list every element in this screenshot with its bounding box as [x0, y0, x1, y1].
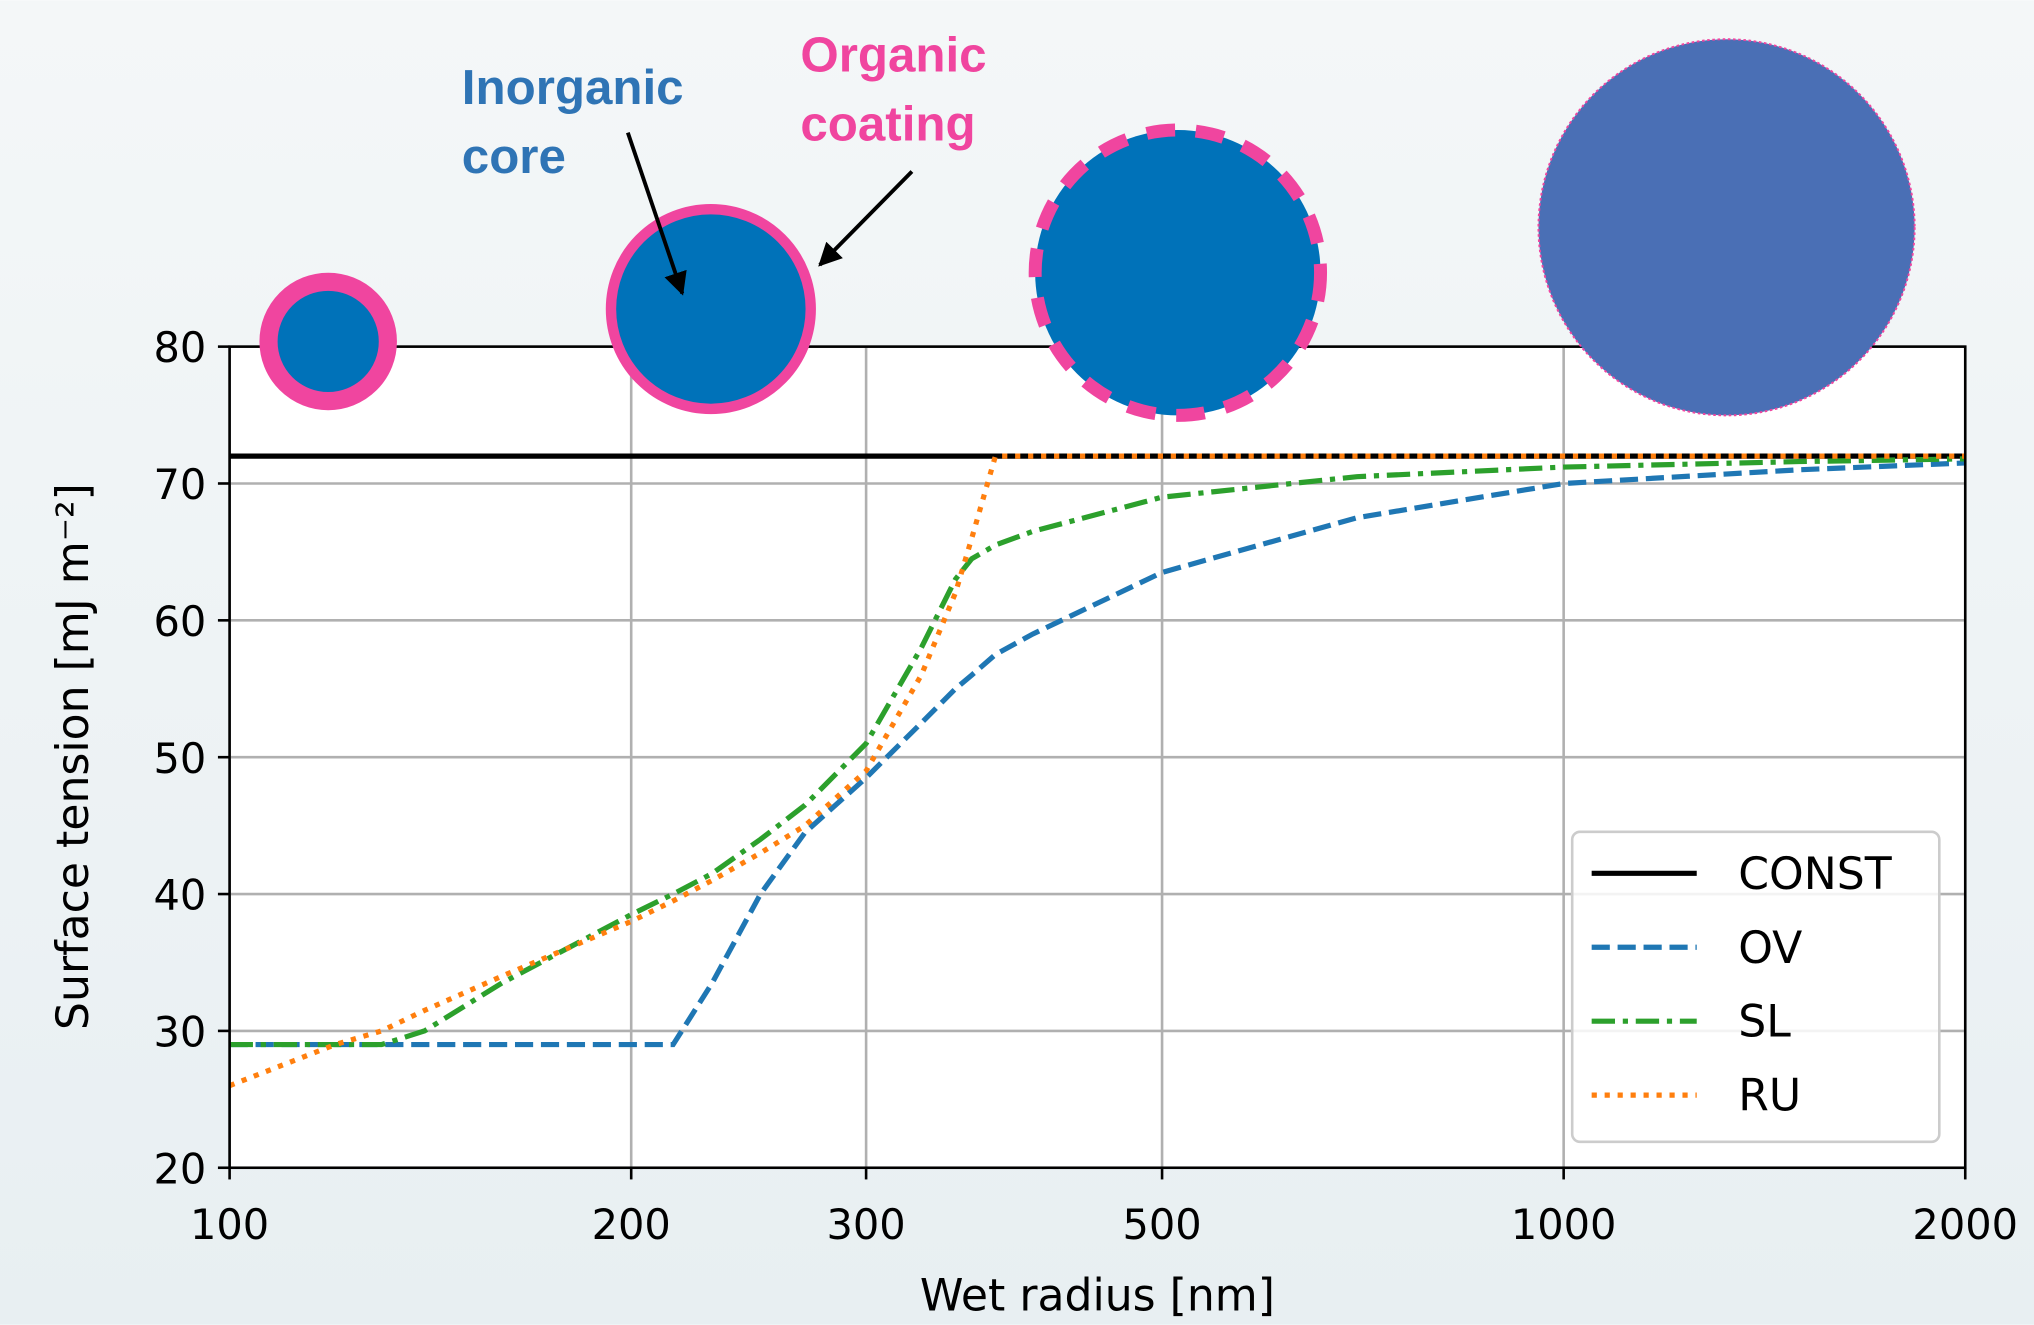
legend-box: [1570, 830, 1941, 1144]
legend-label: CONST: [1738, 849, 1892, 900]
series-line: [228, 453, 1966, 1089]
legend-label: SL: [1738, 997, 1791, 1048]
annotation-text: Inorganic: [462, 60, 684, 115]
particle-illustrations: [259, 38, 1916, 422]
annotations: Inorganic core Organic coating: [462, 28, 987, 184]
series-line: [229, 456, 1966, 1048]
particle-large: [1028, 123, 1328, 422]
particle-small: [259, 272, 397, 411]
legend-label: RU: [1738, 1071, 1801, 1122]
x-tick-label: 100: [190, 1200, 269, 1249]
y-tick-label: 30: [153, 1007, 206, 1056]
y-tick-label: 80: [153, 323, 206, 372]
particle-largest: [1537, 38, 1916, 417]
ticks: 20 30 40 50 60 70 80 100 200 300 500 1000 2000: [153, 323, 2018, 1249]
arrow-core: [625, 131, 687, 296]
arrow-coating: [818, 170, 914, 267]
annotation-text: core: [462, 129, 566, 184]
x-tick-label: 2000: [1912, 1200, 2018, 1249]
x-tick-label: 1000: [1511, 1200, 1617, 1249]
series-line: [229, 460, 1966, 1048]
x-tick-label: 500: [1122, 1200, 1201, 1249]
x-axis-label: Wet radius [nm]: [920, 1270, 1275, 1321]
particle-medium: [605, 203, 816, 415]
y-tick-label: 20: [153, 1144, 206, 1193]
x-tick-label: 200: [592, 1200, 671, 1249]
x-tick-label: 300: [826, 1200, 905, 1249]
y-tick-label: 60: [153, 597, 206, 646]
lines: [228, 453, 1966, 1089]
y-tick-label: 40: [153, 871, 206, 920]
legend-label: OV: [1738, 923, 1802, 974]
y-tick-label: 50: [153, 734, 206, 783]
y-axis-label: Surface tension [mJ m⁻²]: [48, 483, 99, 1030]
annotation-text: Organic: [800, 28, 986, 83]
y-tick-label: 70: [153, 460, 206, 509]
legend: CONST OV SL RU: [1570, 830, 1941, 1144]
annotation-text: coating: [800, 96, 975, 151]
